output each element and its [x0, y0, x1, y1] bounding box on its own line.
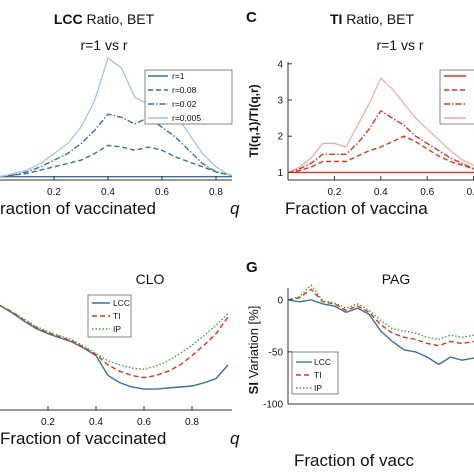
- panel-lcc-title-bold: LCC: [54, 11, 83, 27]
- y-tick-label: 4: [277, 59, 283, 70]
- y-tick-label: 2: [277, 132, 283, 143]
- panel-pag-legend: LCC TI IP: [291, 351, 339, 395]
- y-tick-label: 3: [277, 96, 283, 107]
- x-tick-label: 0.6: [155, 187, 169, 198]
- panel-lcc-subtitle: r=1 vs r: [80, 37, 127, 53]
- panel-pag-xlabel: Fraction of vacc: [294, 451, 414, 470]
- panel-lcc-x-ticks: 0.2 0.4 0.6 0.8: [47, 176, 223, 198]
- series-line-series-3: [288, 77, 474, 173]
- panel-pag-ylabel: SI Variation [%]: [246, 306, 261, 395]
- panel-clo-lines: [0, 304, 229, 390]
- legend-label: TI: [314, 370, 322, 380]
- panel-lcc-legend: r=1 r=0.08 r=0.02 r=0.005: [144, 69, 233, 125]
- series-line-ti: [0, 304, 229, 379]
- legend-label: r=0.02: [172, 99, 197, 109]
- legend-label: IP: [314, 383, 322, 393]
- y-tick-label: -100: [263, 400, 283, 411]
- x-tick-label: 0.2: [41, 417, 55, 428]
- panel-ti-title: TI Ratio, BET: [330, 11, 414, 27]
- x-tick-label: 0.8: [467, 187, 474, 198]
- panel-ti-lines: [288, 77, 474, 174]
- panel-pag-title: PAG: [382, 271, 411, 287]
- panel-lcc-xlabel: raction of vaccinated: [0, 199, 156, 218]
- x-tick-label: 0.2: [47, 187, 61, 198]
- legend-label: LCC: [314, 357, 331, 367]
- series-line-lcc: [288, 299, 474, 366]
- panel-pag-legend-box: [291, 351, 339, 395]
- panel-pag: G PAG SI Variation [%] 0-50-100 LCCTIIP …: [246, 259, 474, 470]
- legend-label: r=1: [172, 71, 185, 81]
- legend-label: r=0.005: [172, 113, 201, 123]
- x-tick-label: 0.6: [137, 417, 151, 428]
- series-line-lcc: [0, 304, 229, 390]
- panel-clo-xlabel: Fraction of vaccinated: [0, 429, 166, 448]
- x-tick-label: 0.6: [420, 187, 434, 198]
- panel-pag-lines: [288, 284, 474, 366]
- series-line-ti: [288, 288, 474, 347]
- panel-ti-y-ticks: 1 2 3 4: [277, 59, 292, 179]
- legend-label: TI: [113, 311, 121, 321]
- series-line-r-0-02: [0, 113, 232, 178]
- panel-ti-title-rest: Ratio, BET: [342, 11, 414, 27]
- y-tick-label: -50: [269, 347, 284, 358]
- x-tick-label: 0.4: [89, 417, 103, 428]
- panel-clo: CLO 0.2 0.4 0.6 0.8 LCC TI IP Fraction of vac…: [0, 271, 240, 448]
- x-tick-label: 0.4: [374, 187, 388, 198]
- panel-clo-xlabel-q: q: [230, 429, 240, 448]
- legend-label: r=0.08: [172, 85, 197, 95]
- panel-clo-legend: LCC TI IP: [87, 294, 132, 338]
- panel-lcc-lines: [0, 57, 232, 178]
- panel-letter-g: G: [246, 259, 258, 276]
- panel-clo-x-ticks: 0.2 0.4 0.6 0.8: [41, 406, 199, 428]
- y-tick-label: 1: [277, 168, 283, 179]
- panel-lcc-xlabel-q: q: [230, 199, 240, 218]
- panel-ti-legend: [439, 69, 474, 125]
- x-tick-label: 0.4: [101, 187, 115, 198]
- series-line-r-0-005: [0, 57, 232, 178]
- series-line-series-2: [288, 109, 474, 174]
- panel-ti-subtitle: r=1 vs r: [376, 37, 423, 53]
- panel-letter-c: C: [246, 9, 257, 26]
- panel-ti-legend-box: [439, 69, 474, 125]
- panel-ti-xlabel: Fraction of vaccina: [285, 199, 428, 218]
- panel-ti-title-bold: TI: [330, 11, 342, 27]
- panel-clo-title: CLO: [136, 271, 165, 287]
- x-tick-label: 0.8: [209, 187, 223, 198]
- panel-lcc-legend-box: [144, 69, 233, 125]
- y-tick-label: 0: [277, 295, 283, 306]
- panel-pag-y-ticks: 0 -50 -100: [263, 295, 292, 411]
- panel-lcc-bet: LCC Ratio, BET r=1 vs r 0.2 0.4 0.6 0.8 r=1…: [0, 11, 240, 218]
- x-tick-label: 0.2: [327, 187, 341, 198]
- panel-ti-bet: C TI Ratio, BET r=1 vs r TI(q,1)/TI(q,r)…: [246, 9, 474, 218]
- panel-pag-ylabel-bold: SI: [246, 382, 261, 394]
- panel-lcc-title-rest: Ratio, BET: [83, 11, 155, 27]
- panel-ti-x-ticks: 0.2 0.4 0.6 0.8: [327, 176, 474, 198]
- legend-label: LCC: [113, 298, 130, 308]
- x-tick-label: 0.8: [185, 417, 199, 428]
- series-line-series-1: [288, 135, 474, 174]
- panel-ti-ylabel: TI(q,1)/TI(q,r): [247, 84, 261, 157]
- panel-pag-ylabel-rest: Variation [%]: [246, 306, 261, 382]
- legend-label: IP: [113, 324, 121, 334]
- series-line-ip: [0, 304, 229, 370]
- panel-lcc-title: LCC Ratio, BET: [54, 11, 155, 27]
